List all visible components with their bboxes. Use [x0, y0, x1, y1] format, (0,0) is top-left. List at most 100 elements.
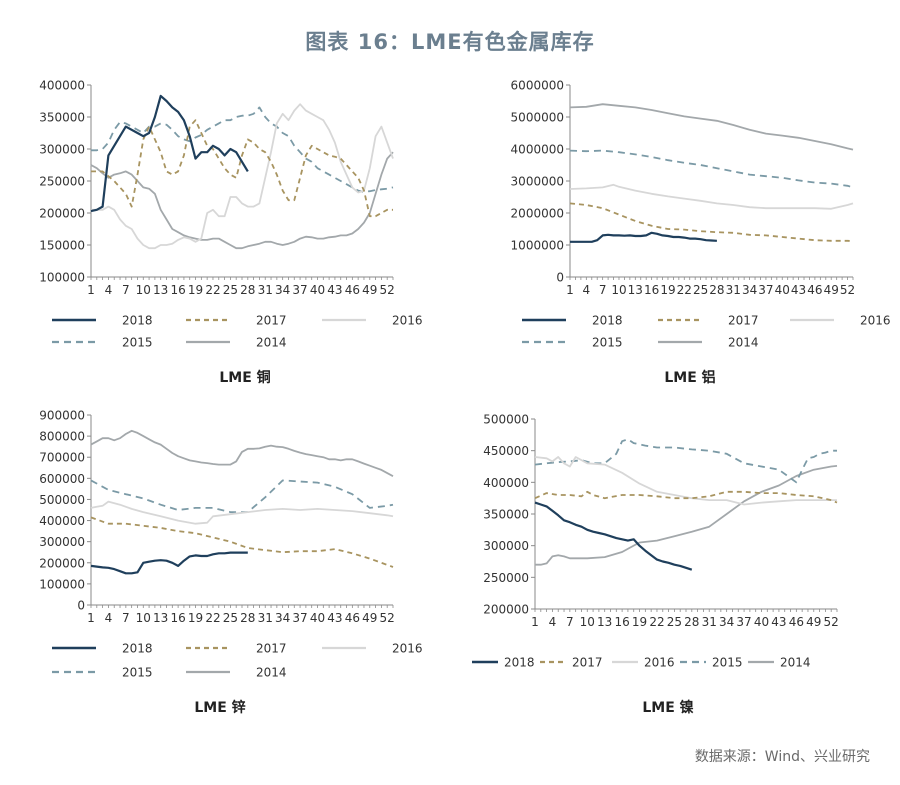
x-tick-label: 40 — [775, 283, 790, 297]
x-tick-label: 37 — [736, 615, 751, 629]
x-tick-label: 10 — [136, 283, 151, 297]
x-tick-label: 16 — [644, 283, 659, 297]
x-tick-label: 46 — [345, 283, 360, 297]
x-tick-label: 16 — [170, 283, 185, 297]
y-tick-label: 300000 — [39, 143, 85, 157]
legend-label-2017: 2017 — [728, 314, 759, 328]
series-line-2016 — [90, 500, 394, 525]
y-tick-label: 200000 — [39, 207, 85, 221]
series-line-2015 — [569, 149, 854, 189]
x-tick-label: 1 — [566, 283, 574, 297]
x-tick-label: 4 — [105, 283, 113, 297]
y-tick-label: 250000 — [39, 175, 85, 189]
y-tick-label: 200000 — [483, 603, 529, 617]
series-line-2017 — [90, 516, 394, 568]
y-tick-label: 350000 — [39, 111, 85, 125]
y-tick-label: 200000 — [39, 556, 85, 570]
chart-lme-copper: 100000 150000 200000 250000 300000 350000 4000… — [39, 79, 423, 387]
legend-label-2016: 2016 — [644, 656, 675, 670]
x-tick-label: 43 — [327, 283, 342, 297]
x-tick-label: 43 — [791, 283, 806, 297]
chart-title: LME 锌 — [194, 699, 245, 716]
x-tick-label: 52 — [824, 615, 839, 629]
legend-label-2017: 2017 — [256, 314, 287, 328]
x-tick-label: 28 — [240, 611, 255, 625]
x-tick-label: 25 — [223, 611, 238, 625]
legend-label-2016: 2016 — [392, 314, 423, 328]
x-tick-label: 34 — [275, 611, 290, 625]
x-tick-label: 31 — [258, 611, 273, 625]
x-tick-label: 40 — [310, 283, 325, 297]
x-tick-label: 7 — [122, 283, 130, 297]
x-tick-label: 19 — [632, 615, 647, 629]
x-tick-label: 13 — [597, 615, 612, 629]
series-line-2015 — [91, 106, 394, 193]
series-line-2018 — [90, 94, 249, 213]
x-tick-label: 49 — [362, 283, 377, 297]
y-tick-label: 700000 — [39, 451, 85, 465]
x-tick-label: 43 — [771, 615, 786, 629]
y-tick-label: 150000 — [39, 239, 85, 253]
series-line-2015 — [534, 438, 837, 484]
series-line-2015 — [90, 479, 394, 513]
series-line-2018 — [570, 231, 717, 243]
chart-title: LME 铜 — [219, 369, 270, 386]
x-tick-label: 4 — [549, 615, 557, 629]
y-tick-label: 500000 — [483, 413, 529, 427]
page-title: 图表 16：LME有色金属库存 — [305, 30, 595, 54]
x-tick-label: 52 — [840, 283, 855, 297]
series-line-2016 — [534, 456, 837, 506]
x-tick-label: 4 — [105, 611, 113, 625]
x-tick-label: 16 — [614, 615, 629, 629]
legend-label-2018: 2018 — [504, 656, 535, 670]
legend-label-2016: 2016 — [392, 642, 423, 656]
x-tick-label: 10 — [611, 283, 626, 297]
x-tick-label: 25 — [223, 283, 238, 297]
legend-label-2018: 2018 — [122, 642, 153, 656]
legend-label-2015: 2015 — [592, 336, 623, 350]
y-tick-label: 1000000 — [511, 239, 564, 253]
x-tick-label: 49 — [806, 615, 821, 629]
x-tick-label: 10 — [136, 611, 151, 625]
y-tick-label: 400000 — [39, 514, 85, 528]
x-tick-label: 7 — [122, 611, 130, 625]
x-tick-label: 40 — [310, 611, 325, 625]
chart-lme-zinc: 0 100000 200000 300000 400000 500000 600000 700… — [39, 409, 423, 717]
series-line-2017 — [91, 119, 393, 218]
series-line-2014 — [535, 465, 838, 566]
series-line-2016 — [569, 183, 854, 210]
y-tick-label: 250000 — [483, 571, 529, 585]
legend-label-2014: 2014 — [728, 336, 759, 350]
series-line-2018 — [90, 551, 248, 575]
x-tick-label: 28 — [684, 615, 699, 629]
y-tick-label: 2000000 — [511, 207, 564, 221]
y-tick-label: 0 — [556, 271, 564, 285]
legend-label-2014: 2014 — [256, 336, 287, 350]
legend-label-2018: 2018 — [592, 314, 623, 328]
y-tick-label: 400000 — [39, 79, 85, 93]
y-tick-label: 300000 — [483, 539, 529, 553]
x-tick-label: 43 — [327, 611, 342, 625]
x-tick-label: 19 — [660, 283, 675, 297]
series-line-2018 — [534, 501, 693, 571]
y-tick-label: 400000 — [483, 476, 529, 490]
series-line-2014 — [90, 429, 394, 477]
x-tick-label: 31 — [726, 283, 741, 297]
x-tick-label: 52 — [380, 611, 395, 625]
x-tick-label: 31 — [258, 283, 273, 297]
x-tick-label: 7 — [599, 283, 607, 297]
legend-label-2015: 2015 — [122, 666, 153, 680]
x-tick-label: 49 — [362, 611, 377, 625]
x-tick-label: 46 — [345, 611, 360, 625]
series-line-2014 — [90, 151, 394, 250]
x-tick-label: 25 — [693, 283, 708, 297]
x-tick-label: 34 — [719, 615, 734, 629]
y-tick-label: 800000 — [39, 430, 85, 444]
y-tick-label: 6000000 — [511, 79, 564, 93]
x-tick-label: 52 — [380, 283, 395, 297]
legend-label-2017: 2017 — [572, 656, 603, 670]
y-tick-label: 500000 — [39, 493, 85, 507]
y-tick-label: 100000 — [39, 577, 85, 591]
x-tick-label: 13 — [153, 611, 168, 625]
series-line-2016 — [91, 103, 394, 250]
